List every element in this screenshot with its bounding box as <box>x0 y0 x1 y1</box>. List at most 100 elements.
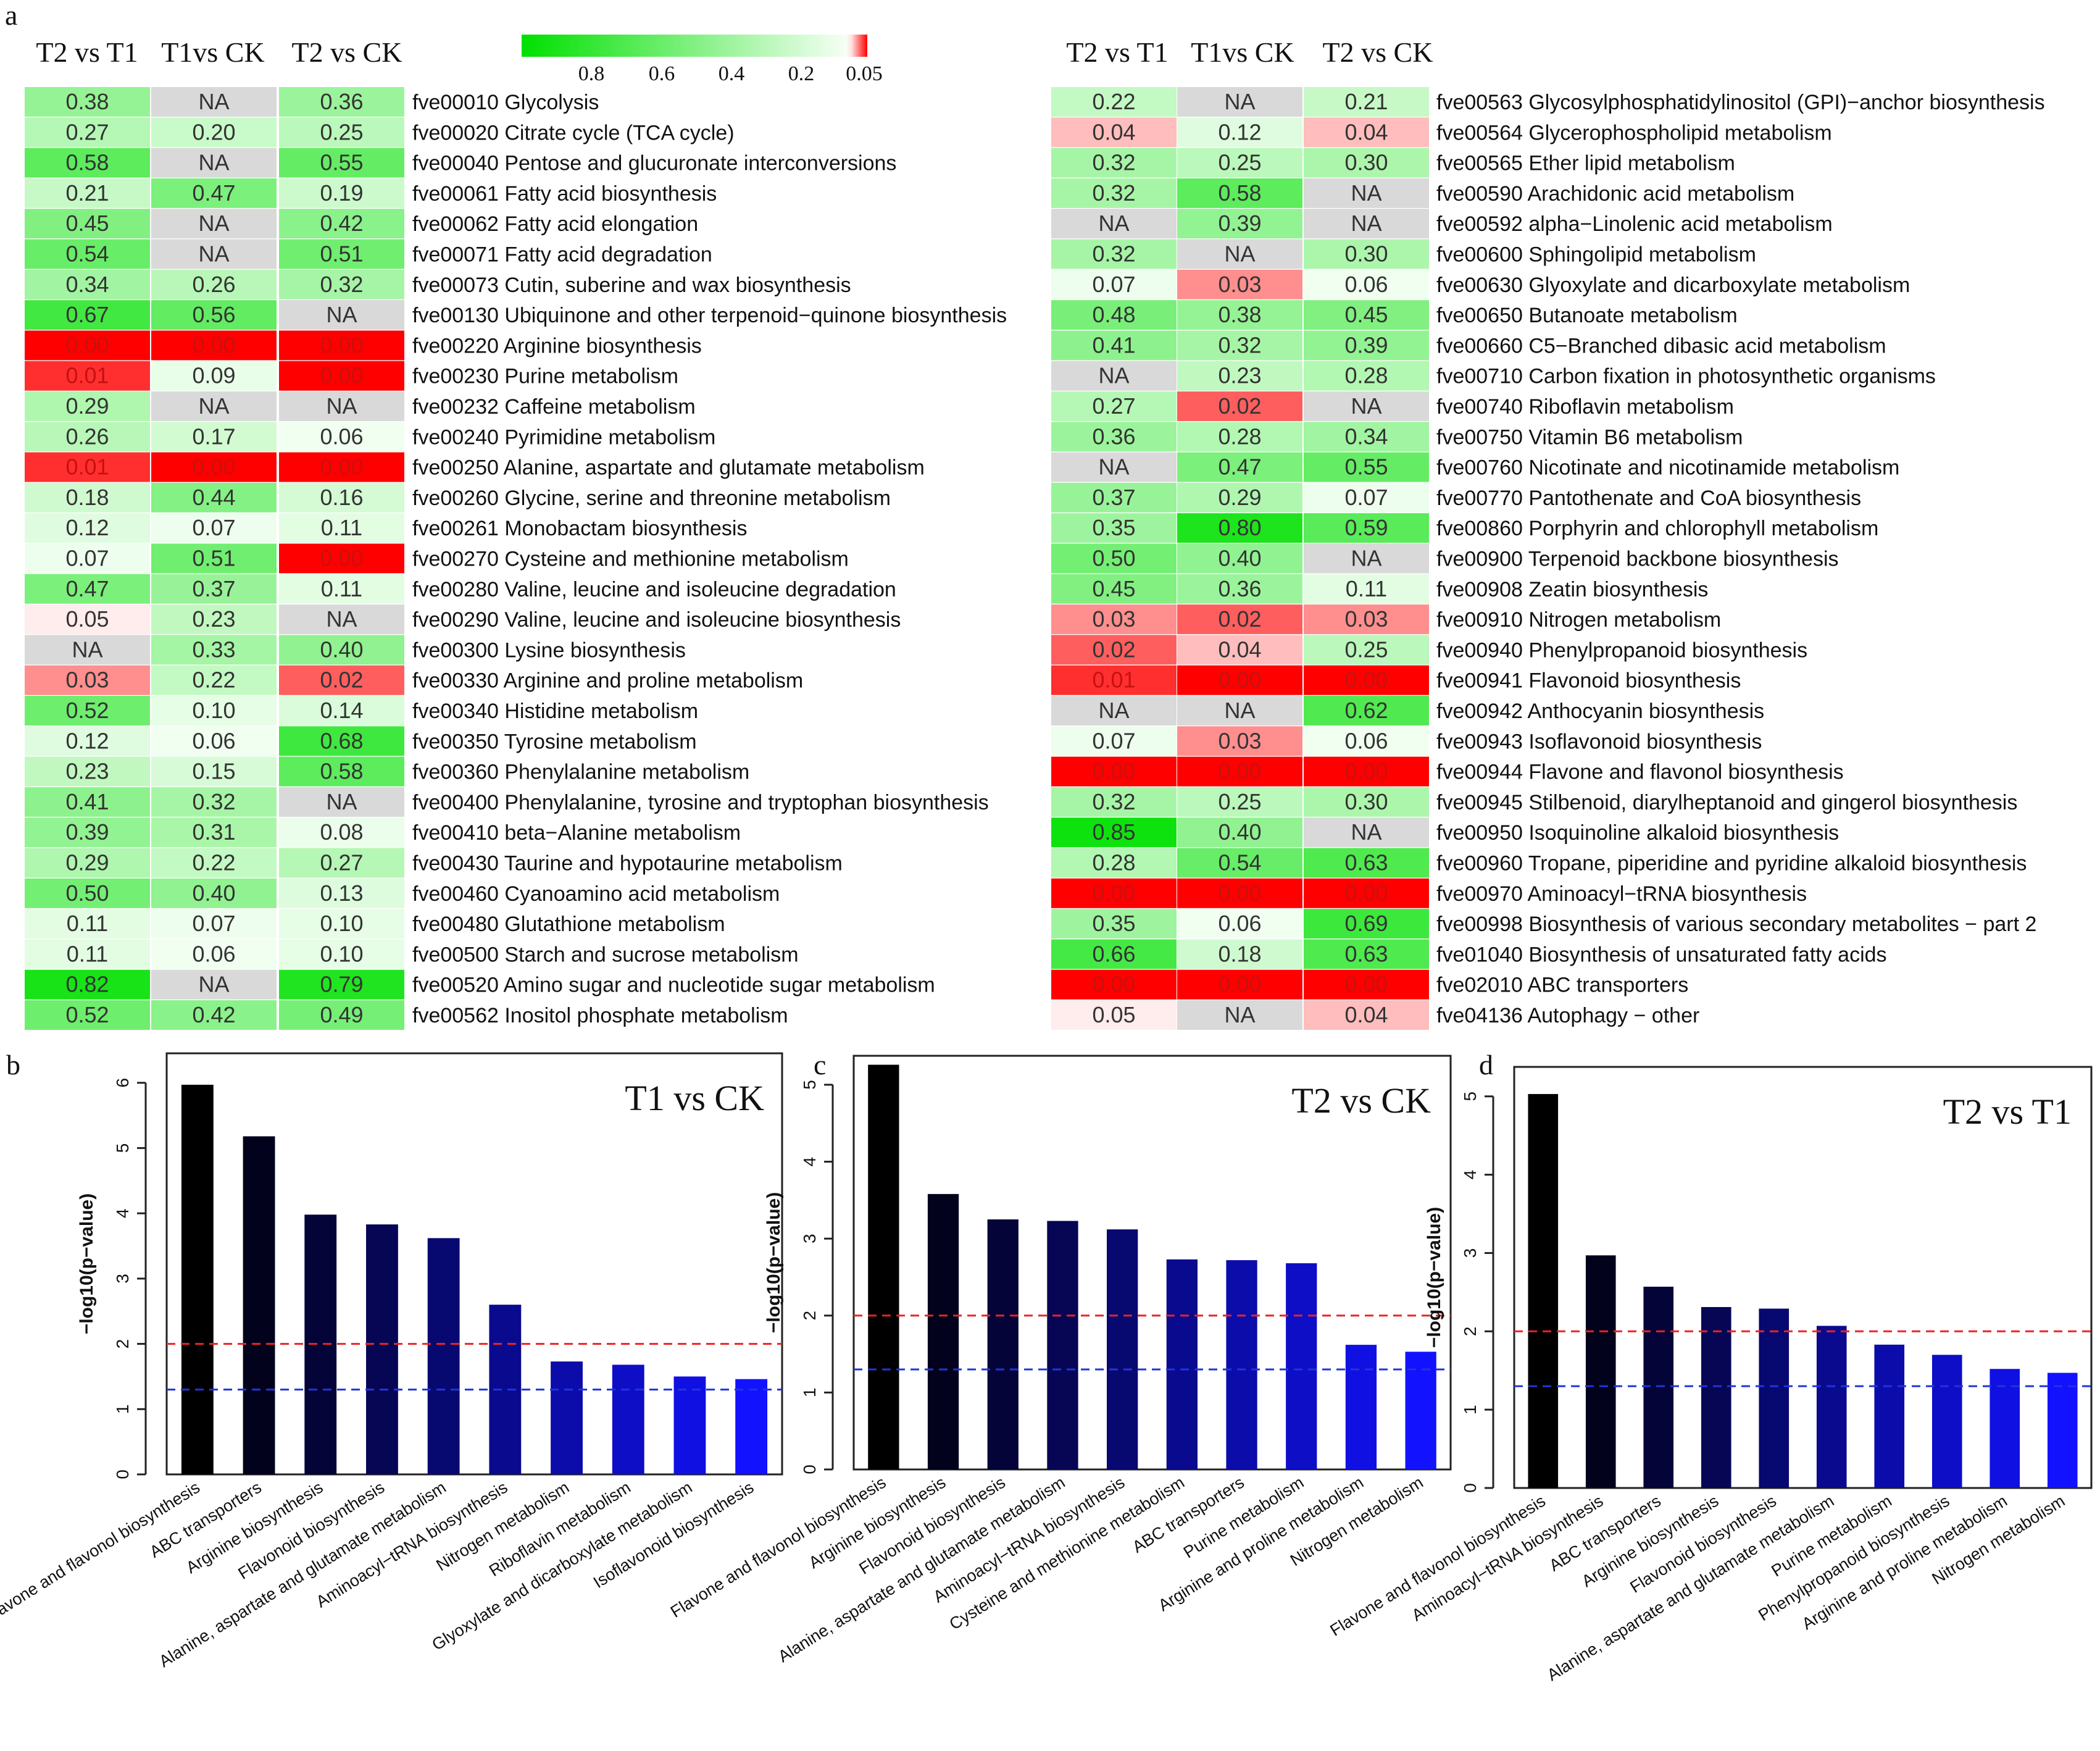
right-pathway-label: fve04136 Autophagy − other <box>1436 1004 1699 1027</box>
right-heat-cell <box>1051 300 1177 330</box>
right-heat-cell <box>1304 269 1429 299</box>
right-heat-cell <box>1051 269 1177 299</box>
right-heat-value: NA <box>1351 819 1381 845</box>
left-pathway-label: fve00520 Amino sugar and nucleotide suga… <box>412 974 935 997</box>
right-heat-value: NA <box>1224 1002 1255 1027</box>
right-heat-cell <box>1177 635 1302 665</box>
bar <box>2047 1373 2078 1488</box>
right-heat-cell <box>1304 878 1429 908</box>
right-pathway-label: fve00950 Isoquinoline alkaloid biosynthe… <box>1436 821 1839 845</box>
left-heat-value: 0.19 <box>320 180 363 206</box>
left-heat-value: 0.52 <box>65 698 109 723</box>
y-tick-label: 4 <box>1460 1170 1480 1180</box>
left-heat-value: 0.11 <box>67 941 108 966</box>
y-axis-label: −log10(p−value) <box>1424 1207 1444 1348</box>
left-pathway-label: fve00260 Glycine, serine and threonine m… <box>412 487 891 510</box>
right-heat-cell <box>1051 848 1177 878</box>
left-heat-cell <box>151 878 277 908</box>
right-heat-cell <box>1177 604 1302 635</box>
left-heat-value: 0.10 <box>192 698 235 723</box>
left-heat-cell <box>25 635 150 665</box>
right-heat-value: 0.29 <box>1218 485 1261 510</box>
right-heat-cell <box>1051 635 1177 665</box>
right-heat-value: 0.00 <box>1344 759 1388 784</box>
y-tick-label: 5 <box>1460 1092 1480 1101</box>
left-pathway-label: fve00360 Phenylalanine metabolism <box>412 761 749 784</box>
left-heat-cell <box>279 391 404 421</box>
right-heat-cell <box>1304 574 1429 604</box>
right-pathway-label: fve00564 Glycerophospholipid metabolism <box>1436 121 1832 144</box>
left-heat-value: 0.01 <box>65 454 109 480</box>
right-heat-cell <box>1177 300 1302 330</box>
left-heat-value: 0.45 <box>65 211 109 236</box>
right-heat-cell <box>1177 330 1302 361</box>
bar <box>1585 1255 1616 1488</box>
left-heat-cell <box>25 543 150 574</box>
left-heat-value: 0.42 <box>320 211 363 236</box>
y-tick-label: 3 <box>800 1234 819 1243</box>
y-tick-label: 1 <box>1460 1405 1480 1415</box>
right-col-header-1: T2 vs T1 <box>1066 36 1168 68</box>
right-heat-value: NA <box>1098 698 1129 723</box>
right-heat-value: 0.55 <box>1344 454 1388 480</box>
right-heat-value: 0.63 <box>1344 941 1388 966</box>
right-pathway-label: fve00592 alpha−Linolenic acid metabolism <box>1436 212 1833 236</box>
left-heat-cell <box>279 148 404 178</box>
left-heat-value: 0.22 <box>192 667 235 693</box>
left-heat-cell <box>151 209 277 239</box>
right-heat-cell <box>1304 239 1429 269</box>
right-heat-value: NA <box>1351 211 1381 236</box>
right-heat-value: 0.22 <box>1092 89 1135 114</box>
left-heat-value: 0.00 <box>192 332 235 357</box>
left-heat-cell <box>151 87 277 117</box>
left-heat-value: 0.51 <box>192 546 235 571</box>
y-tick-label: 0 <box>1460 1483 1480 1493</box>
right-heat-value: 0.06 <box>1218 911 1261 936</box>
left-heat-value: 0.68 <box>320 728 363 753</box>
right-pathway-label: fve00960 Tropane, piperidine and pyridin… <box>1436 852 2027 876</box>
right-heat-value: 0.38 <box>1218 302 1261 327</box>
right-heat-cell <box>1304 665 1429 695</box>
right-heat-cell <box>1304 87 1429 117</box>
bar <box>243 1136 275 1474</box>
right-pathway-label: fve00998 Biosynthesis of various seconda… <box>1436 913 2036 936</box>
right-heat-value: 0.21 <box>1344 89 1388 114</box>
left-heat-value: 0.26 <box>192 272 235 297</box>
left-pathway-label: fve00350 Tyrosine metabolism <box>412 730 697 753</box>
right-heat-cell <box>1304 513 1429 543</box>
left-heat-cell <box>151 361 277 391</box>
right-pathway-label: fve00910 Nitrogen metabolism <box>1436 608 1721 632</box>
right-pathway-label: fve00740 Riboflavin metabolism <box>1436 395 1734 419</box>
right-heat-cell <box>1304 696 1429 725</box>
right-heat-value: 0.54 <box>1218 850 1261 876</box>
right-heat-value: 0.00 <box>1092 972 1135 997</box>
left-heat-cell <box>279 969 404 1000</box>
right-heat-cell <box>1051 817 1177 848</box>
right-heat-cell <box>1304 543 1429 574</box>
left-heat-value: NA <box>326 789 357 814</box>
right-pathway-label: fve00750 Vitamin B6 metabolism <box>1436 425 1743 449</box>
right-heat-cell <box>1304 756 1429 787</box>
left-heat-cell <box>151 482 277 512</box>
panel-label-d: d <box>1479 1049 1493 1080</box>
right-heat-value: 0.48 <box>1092 302 1135 327</box>
left-heat-cell <box>25 209 150 239</box>
left-heat-cell <box>151 239 277 269</box>
left-heat-value: 0.16 <box>320 485 363 510</box>
right-heat-value: 0.32 <box>1092 789 1135 814</box>
left-heat-cell <box>151 422 277 452</box>
left-heat-cell <box>279 878 404 908</box>
bar <box>551 1361 583 1474</box>
right-heat-cell <box>1177 969 1302 1000</box>
left-heat-cell <box>279 787 404 817</box>
left-heat-value: 0.07 <box>192 515 235 540</box>
left-heat-value: 0.40 <box>192 880 235 906</box>
right-heat-value: 0.12 <box>1218 119 1261 144</box>
left-heat-cell <box>25 665 150 695</box>
right-heat-cell <box>1304 482 1429 512</box>
left-heat-cell <box>25 422 150 452</box>
right-heat-cell <box>1051 787 1177 817</box>
left-heat-cell <box>279 665 404 695</box>
